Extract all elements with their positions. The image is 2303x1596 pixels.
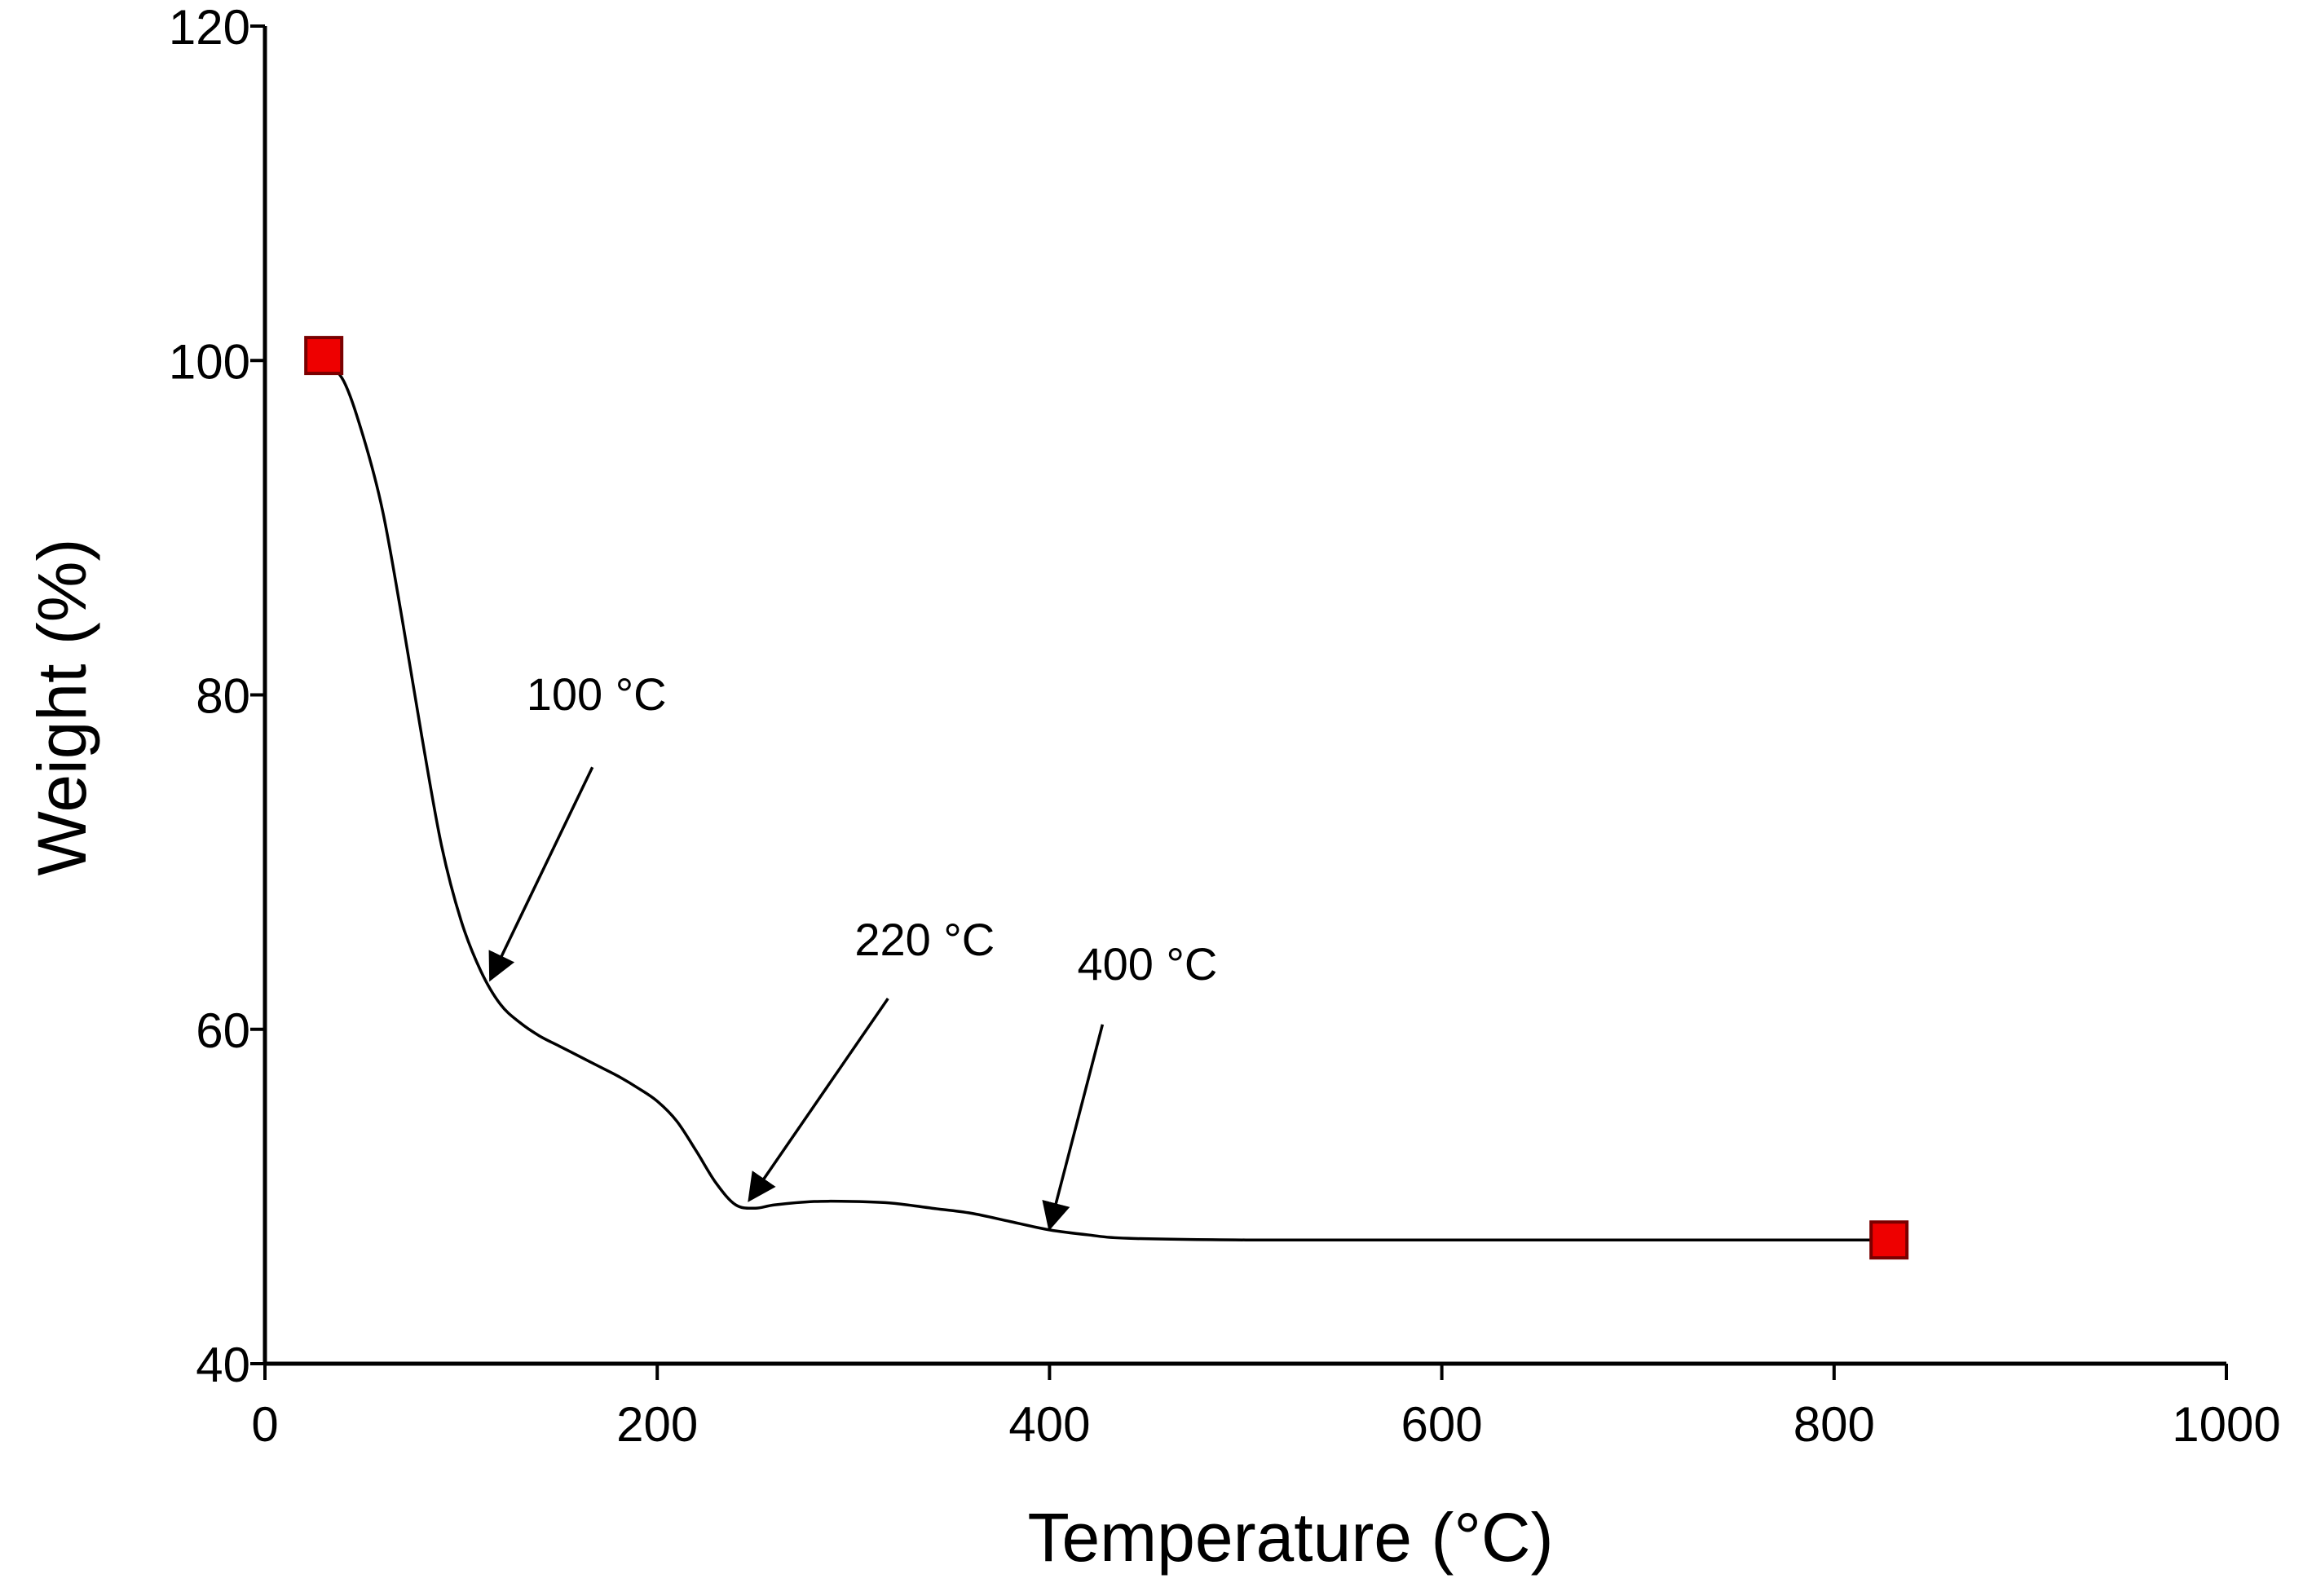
x-tick-label: 0	[251, 1397, 278, 1452]
tick-group: 0 200 400 600 800 1000 40 60 80 100 120	[169, 0, 2281, 1452]
y-tick-label: 100	[169, 334, 250, 389]
y-tick-label: 120	[169, 0, 250, 55]
annotation-arrow	[488, 766, 594, 982]
plot-area	[304, 336, 1909, 1260]
annotation-label: 100 °C	[527, 668, 667, 720]
x-tick-label: 400	[1008, 1397, 1090, 1452]
y-tick-label: 80	[196, 669, 250, 724]
annotation-arrow	[1042, 1024, 1105, 1232]
annotation-label: 400 °C	[1077, 938, 1217, 990]
y-axis-title: Weight (%)	[24, 539, 100, 876]
y-tick-label: 40	[196, 1338, 250, 1392]
x-tick-label: 600	[1401, 1397, 1483, 1452]
annotation-label: 220 °C	[854, 914, 995, 965]
annotation-group: 100 °C 220 °C 400 °C	[488, 668, 1217, 1232]
y-tick-label: 60	[196, 1003, 250, 1058]
data-marker-1	[1869, 1220, 1909, 1260]
series-line-0	[322, 359, 1890, 1242]
x-tick-label: 200	[616, 1397, 698, 1452]
annotation-arrow	[748, 997, 889, 1202]
x-tick-label: 1000	[2172, 1397, 2280, 1452]
data-marker-0	[304, 336, 344, 376]
x-axis-title: Temperature (°C)	[1027, 1499, 1553, 1576]
x-tick-label: 800	[1793, 1397, 1875, 1452]
